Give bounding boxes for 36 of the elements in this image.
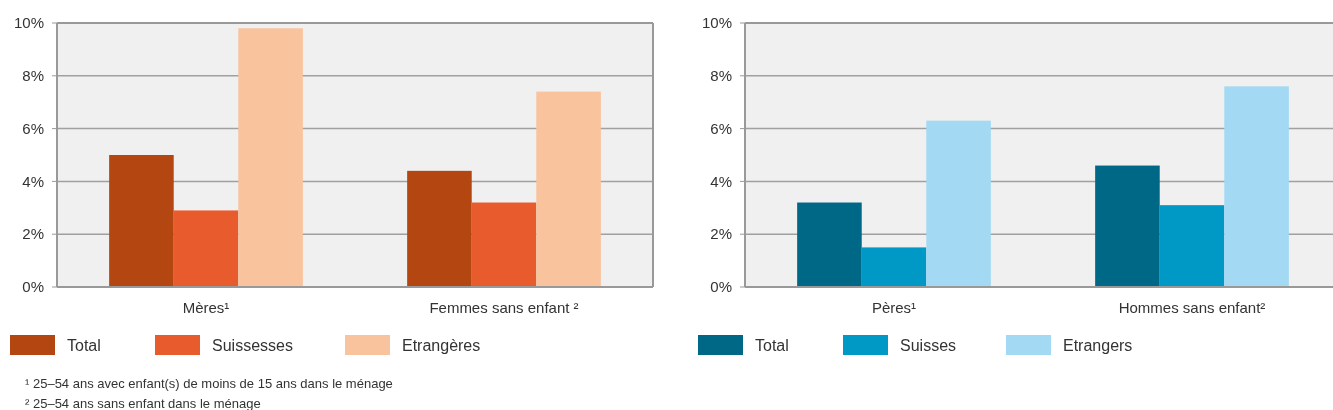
- bar: [109, 155, 174, 287]
- legend-label: Total: [67, 336, 101, 354]
- x-tick-label: Mères¹: [182, 299, 230, 317]
- y-tick-label: 2%: [22, 225, 44, 243]
- bar: [407, 170, 472, 287]
- y-tick-label: 8%: [22, 67, 44, 85]
- y-tick-label: 0%: [710, 278, 732, 296]
- y-tick-label: 0%: [22, 278, 44, 296]
- x-tick-label: Hommes sans enfant²: [1118, 299, 1266, 317]
- y-tick-label: 10%: [13, 14, 44, 32]
- y-tick-label: 4%: [710, 172, 732, 190]
- bar: [173, 210, 239, 287]
- legend-label: Etrangères: [402, 336, 481, 354]
- bar: [471, 202, 537, 287]
- bar: [238, 28, 303, 287]
- y-tick-label: 2%: [710, 225, 732, 243]
- x-tick-label: Femmes sans enfant ²: [429, 299, 579, 317]
- bar: [926, 120, 991, 287]
- y-tick-label: 6%: [22, 119, 44, 137]
- y-tick-label: 10%: [701, 14, 732, 32]
- x-tick-label: Pères¹: [871, 299, 917, 317]
- legend-label: Suissesses: [212, 336, 293, 354]
- bar: [536, 91, 601, 287]
- y-tick-label: 4%: [22, 172, 44, 190]
- bar: [861, 247, 927, 287]
- bar: [1095, 165, 1160, 287]
- bar: [1159, 205, 1225, 287]
- bar: [1224, 86, 1289, 287]
- y-tick-label: 8%: [710, 67, 732, 85]
- y-tick-label: 6%: [710, 119, 732, 137]
- legend-label: Suisses: [900, 336, 957, 354]
- bar: [797, 202, 862, 287]
- legend-label: Etrangers: [1063, 336, 1133, 354]
- legend-label: Total: [755, 336, 789, 354]
- text: ¹ 25–54 ans avec enfant(s) de moins de 15 ans dans le ménage: [25, 375, 393, 391]
- text: ² 25–54 ans sans enfant dans le ménage: [25, 395, 261, 410]
